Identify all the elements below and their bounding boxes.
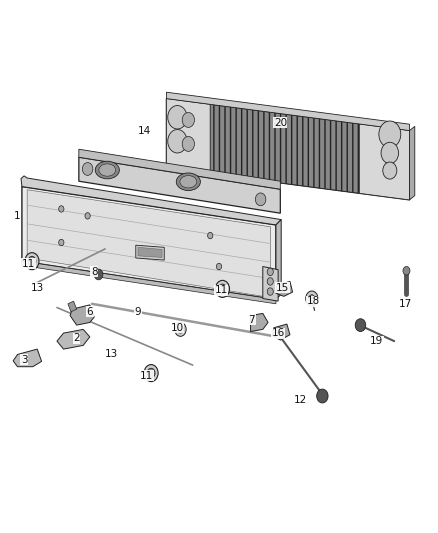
Circle shape (267, 278, 273, 285)
Circle shape (28, 256, 36, 266)
Circle shape (379, 121, 401, 148)
Polygon shape (27, 190, 271, 297)
Text: 9: 9 (134, 307, 141, 317)
Polygon shape (276, 220, 281, 300)
Text: 2: 2 (73, 334, 80, 343)
Polygon shape (263, 266, 278, 301)
Text: 3: 3 (21, 355, 28, 365)
Polygon shape (166, 99, 410, 200)
Text: 10: 10 (171, 323, 184, 333)
Polygon shape (21, 176, 281, 225)
Text: 11: 11 (22, 259, 35, 269)
Text: 7: 7 (248, 315, 255, 325)
Circle shape (276, 328, 283, 335)
Text: 1: 1 (14, 211, 21, 221)
Text: 12: 12 (293, 395, 307, 405)
Polygon shape (79, 149, 280, 189)
Polygon shape (57, 329, 90, 349)
Circle shape (267, 268, 273, 276)
Text: 13: 13 (105, 350, 118, 359)
Polygon shape (359, 124, 410, 200)
Ellipse shape (180, 175, 197, 188)
Circle shape (94, 269, 103, 280)
Polygon shape (166, 92, 410, 131)
Text: 19: 19 (370, 336, 383, 346)
Circle shape (59, 239, 64, 246)
Text: 20: 20 (274, 118, 287, 127)
Polygon shape (22, 187, 276, 300)
Circle shape (215, 280, 230, 297)
Circle shape (317, 389, 328, 403)
Circle shape (255, 193, 266, 206)
Text: 18: 18 (307, 296, 320, 306)
Polygon shape (210, 104, 359, 193)
Circle shape (177, 326, 184, 333)
Circle shape (182, 112, 194, 127)
Circle shape (59, 206, 64, 212)
Circle shape (383, 162, 397, 179)
Polygon shape (276, 281, 293, 296)
Polygon shape (166, 99, 210, 174)
Circle shape (85, 213, 90, 219)
Text: 13: 13 (31, 283, 44, 293)
Polygon shape (138, 247, 162, 257)
Ellipse shape (176, 173, 200, 191)
Circle shape (403, 266, 410, 275)
Circle shape (144, 365, 158, 382)
Text: 11: 11 (215, 286, 228, 295)
Text: 14: 14 (138, 126, 151, 135)
Circle shape (82, 163, 93, 175)
Ellipse shape (95, 161, 119, 179)
Polygon shape (251, 313, 268, 332)
Circle shape (168, 130, 187, 153)
Circle shape (309, 295, 315, 302)
Circle shape (381, 142, 399, 164)
Polygon shape (22, 261, 276, 304)
Circle shape (182, 136, 194, 151)
Circle shape (219, 284, 226, 294)
Circle shape (267, 288, 273, 295)
Circle shape (355, 319, 366, 332)
Text: 16: 16 (272, 328, 285, 338)
Polygon shape (70, 305, 94, 325)
Circle shape (147, 368, 155, 378)
Text: 15: 15 (276, 283, 289, 293)
Polygon shape (272, 324, 290, 340)
Polygon shape (136, 245, 164, 260)
Circle shape (208, 232, 213, 239)
Text: 11: 11 (140, 371, 153, 381)
Circle shape (175, 322, 186, 336)
Ellipse shape (99, 164, 116, 176)
Polygon shape (410, 126, 415, 200)
Polygon shape (68, 301, 77, 312)
Text: 17: 17 (399, 299, 412, 309)
Circle shape (216, 263, 222, 270)
Polygon shape (79, 157, 280, 213)
Circle shape (168, 106, 187, 129)
Polygon shape (13, 349, 42, 367)
Circle shape (25, 253, 39, 270)
Text: 8: 8 (91, 267, 98, 277)
Circle shape (279, 285, 286, 293)
Text: 6: 6 (86, 307, 93, 317)
Circle shape (306, 291, 318, 306)
